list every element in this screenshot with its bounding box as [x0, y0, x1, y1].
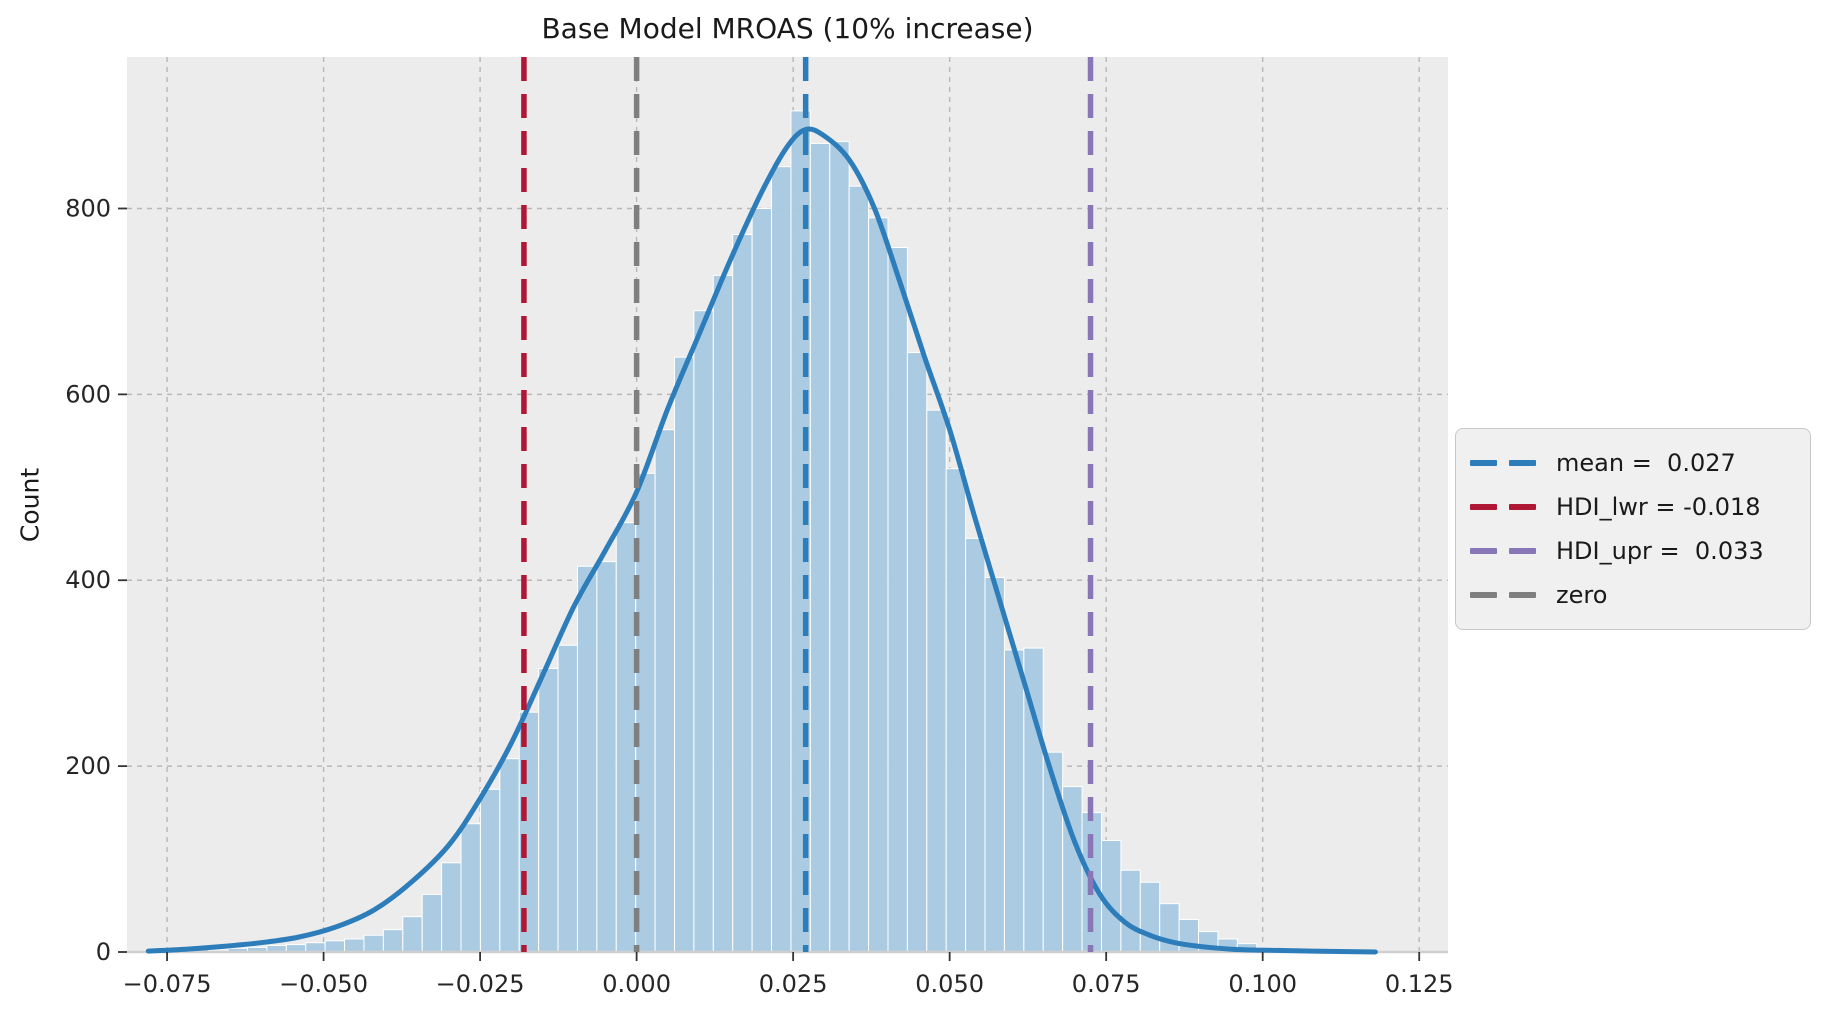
histogram-bar: [557, 644, 578, 953]
histogram-bar: [673, 356, 695, 953]
legend-item-mean: mean = 0.027: [1470, 441, 1796, 485]
legend: mean = 0.027 HDI_lwr = -0.018 HDI_upr = …: [1455, 428, 1811, 630]
y-tick-label: 600: [65, 380, 111, 408]
histogram-bar: [576, 565, 598, 953]
histogram-bar: [965, 537, 986, 953]
histogram-bar: [732, 234, 753, 953]
histogram-bar: [479, 788, 501, 953]
histogram-bar: [887, 247, 908, 953]
histogram-bar: [538, 668, 559, 953]
histogram-bar: [771, 166, 792, 953]
histogram-bar: [693, 310, 714, 953]
histogram-bar: [421, 893, 443, 953]
legend-item-zero: zero: [1470, 573, 1796, 617]
histogram-bar: [460, 823, 481, 953]
histogram-bar: [1100, 839, 1122, 953]
histogram-bar: [906, 352, 928, 953]
zero-line-sample: [1470, 592, 1536, 598]
histogram-bar: [441, 862, 462, 953]
x-tick-label: 0.025: [759, 970, 828, 998]
histogram-bar: [596, 561, 617, 953]
x-tick-label: −0.075: [123, 970, 212, 998]
x-tick-label: 0.050: [915, 970, 984, 998]
hdi-upr-line-sample: [1470, 548, 1536, 554]
histogram-bar: [751, 207, 773, 953]
legend-label-zero: zero: [1556, 581, 1608, 609]
histogram-bar: [790, 110, 811, 953]
histogram-bar: [654, 429, 675, 953]
legend-item-hdi-upr: HDI_upr = 0.033: [1470, 529, 1796, 573]
x-tick-label: 0.000: [602, 970, 671, 998]
legend-item-hdi-lwr: HDI_lwr = -0.018: [1470, 485, 1796, 529]
mean-line-sample: [1470, 460, 1536, 466]
y-tick-label: 800: [65, 194, 111, 222]
x-tick-label: −0.025: [436, 970, 525, 998]
histogram-bar: [324, 940, 346, 953]
x-tick-label: −0.050: [279, 970, 368, 998]
histogram-bar: [848, 185, 870, 953]
histogram-bar: [305, 942, 326, 953]
x-tick-label: 0.100: [1228, 970, 1297, 998]
histogram-bar: [809, 142, 831, 953]
legend-label-hdi-upr: HDI_upr = 0.033: [1556, 537, 1764, 565]
histogram-bar: [984, 576, 1005, 953]
histogram-bar: [868, 217, 889, 953]
histogram-bar: [1120, 869, 1141, 953]
x-tick-label: 0.125: [1385, 970, 1454, 998]
histogram-bar: [1003, 649, 1025, 953]
y-tick-label: 400: [65, 566, 111, 594]
histogram-bar: [1139, 881, 1161, 953]
legend-label-hdi-lwr: HDI_lwr = -0.018: [1556, 493, 1761, 521]
y-tick-label: 200: [65, 752, 111, 780]
histogram-bar: [926, 409, 947, 953]
histogram-bar: [344, 938, 365, 953]
hdi-lwr-line-sample: [1470, 504, 1536, 510]
y-tick-label: 0: [96, 938, 111, 966]
kde-curve: [145, 126, 1378, 955]
chart-title: Base Model MROAS (10% increase): [541, 12, 1034, 45]
histogram-bar: [499, 758, 520, 953]
histogram-bar: [615, 522, 637, 953]
y-axis-label: Count: [15, 467, 45, 543]
histogram-bar: [829, 141, 850, 953]
legend-label-mean: mean = 0.027: [1556, 449, 1736, 477]
histogram-bar: [945, 468, 967, 953]
histogram-bar: [363, 934, 384, 953]
histogram-bar: [402, 916, 423, 953]
x-tick-label: 0.075: [1072, 970, 1141, 998]
histogram-bar: [712, 274, 734, 953]
histogram-bar: [382, 929, 404, 953]
